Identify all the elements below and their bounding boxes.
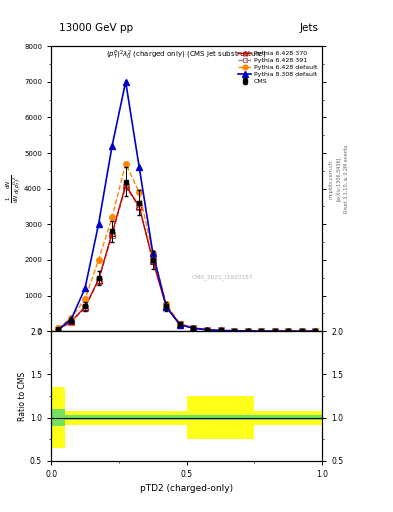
Pythia 6.428 370: [299, 328, 304, 334]
Pythia 6.428 370: [151, 258, 155, 264]
Line: Pythia 6.428 default: Pythia 6.428 default: [55, 161, 318, 334]
Pythia 6.428 391: [123, 184, 128, 190]
Y-axis label: $\frac{1}{\mathrm{d}N}\,\frac{\mathrm{d}N}{\mathrm{d}(p_T^D)^2}$: $\frac{1}{\mathrm{d}N}\,\frac{\mathrm{d}…: [4, 175, 23, 203]
Pythia 8.308 default: [259, 328, 264, 334]
Pythia 6.428 391: [164, 303, 169, 309]
Pythia 8.308 default: [123, 79, 128, 85]
Pythia 6.428 default: [313, 328, 318, 334]
Legend: Pythia 6.428 370, Pythia 6.428 391, Pythia 6.428 default, Pythia 8.308 default, : Pythia 6.428 370, Pythia 6.428 391, Pyth…: [236, 49, 319, 86]
Pythia 6.428 391: [55, 327, 60, 333]
Pythia 6.428 370: [69, 318, 74, 324]
Pythia 6.428 370: [178, 322, 182, 328]
Pythia 6.428 391: [178, 321, 182, 327]
Line: Pythia 6.428 370: Pythia 6.428 370: [55, 182, 318, 334]
Pythia 6.428 default: [178, 321, 182, 327]
Pythia 6.428 391: [272, 328, 277, 334]
Pythia 6.428 391: [191, 325, 196, 331]
Pythia 6.428 default: [164, 301, 169, 307]
Pythia 6.428 391: [69, 318, 74, 325]
Pythia 8.308 default: [313, 328, 318, 334]
Pythia 6.428 370: [272, 328, 277, 334]
Pythia 6.428 default: [55, 325, 60, 331]
Pythia 8.308 default: [151, 250, 155, 256]
Pythia 6.428 391: [205, 327, 209, 333]
Pythia 6.428 391: [110, 232, 114, 238]
Pythia 6.428 default: [259, 328, 264, 334]
Pythia 6.428 391: [245, 328, 250, 334]
Pythia 6.428 default: [83, 296, 87, 302]
Pythia 8.308 default: [83, 285, 87, 291]
Pythia 6.428 391: [151, 257, 155, 263]
Pythia 6.428 391: [299, 328, 304, 334]
Pythia 6.428 370: [286, 328, 291, 334]
Pythia 8.308 default: [272, 328, 277, 334]
Pythia 6.428 370: [218, 327, 223, 333]
Pythia 6.428 default: [110, 214, 114, 220]
Line: Pythia 6.428 391: Pythia 6.428 391: [55, 184, 318, 334]
Pythia 6.428 391: [313, 328, 318, 334]
Pythia 6.428 370: [55, 327, 60, 333]
Text: [arXiv:1306.3436]: [arXiv:1306.3436]: [336, 157, 341, 201]
Pythia 6.428 370: [205, 327, 209, 333]
Pythia 6.428 default: [137, 189, 141, 195]
Pythia 8.308 default: [299, 328, 304, 334]
Pythia 6.428 370: [191, 325, 196, 331]
Pythia 6.428 370: [259, 328, 264, 334]
Pythia 6.428 default: [299, 328, 304, 334]
Pythia 6.428 370: [137, 203, 141, 209]
Text: CMS_2021_I1920187: CMS_2021_I1920187: [192, 274, 254, 280]
Pythia 8.308 default: [110, 143, 114, 149]
Pythia 8.308 default: [205, 327, 209, 333]
Y-axis label: Ratio to CMS: Ratio to CMS: [18, 371, 27, 420]
Text: mcplots.cern.ch: mcplots.cern.ch: [328, 160, 333, 199]
Pythia 6.428 391: [96, 278, 101, 284]
Pythia 8.308 default: [164, 304, 169, 310]
Pythia 8.308 default: [55, 327, 60, 333]
Pythia 6.428 391: [232, 328, 237, 334]
Pythia 6.428 370: [232, 328, 237, 334]
Pythia 6.428 default: [69, 314, 74, 321]
Pythia 6.428 default: [205, 327, 209, 333]
Pythia 6.428 391: [259, 328, 264, 334]
Line: Pythia 8.308 default: Pythia 8.308 default: [55, 79, 319, 334]
Pythia 6.428 370: [83, 304, 87, 310]
Pythia 8.308 default: [96, 221, 101, 227]
X-axis label: pTD2 (charged-only): pTD2 (charged-only): [140, 484, 233, 494]
Pythia 6.428 default: [245, 328, 250, 334]
Pythia 6.428 370: [164, 304, 169, 310]
Pythia 6.428 370: [110, 230, 114, 236]
Pythia 6.428 default: [191, 325, 196, 331]
Pythia 6.428 370: [123, 182, 128, 188]
Text: Rivet 3.1.10, ≥ 3.2M events: Rivet 3.1.10, ≥ 3.2M events: [344, 145, 349, 214]
Pythia 6.428 391: [83, 305, 87, 311]
Pythia 6.428 default: [218, 327, 223, 333]
Pythia 8.308 default: [137, 164, 141, 170]
Pythia 6.428 default: [96, 257, 101, 263]
Pythia 6.428 default: [123, 161, 128, 167]
Pythia 8.308 default: [245, 328, 250, 334]
Pythia 8.308 default: [232, 328, 237, 334]
Pythia 8.308 default: [218, 327, 223, 333]
Pythia 6.428 391: [218, 327, 223, 333]
Pythia 8.308 default: [69, 316, 74, 322]
Pythia 6.428 391: [286, 328, 291, 334]
Pythia 6.428 default: [232, 328, 237, 334]
Pythia 6.428 default: [272, 328, 277, 334]
Pythia 8.308 default: [286, 328, 291, 334]
Text: 13000 GeV pp: 13000 GeV pp: [59, 23, 133, 33]
Pythia 6.428 370: [96, 276, 101, 283]
Text: $(p_T^P)^2\lambda_0^2$ (charged only) (CMS jet substructure): $(p_T^P)^2\lambda_0^2$ (charged only) (C…: [107, 49, 267, 62]
Text: Jets: Jets: [299, 23, 318, 33]
Pythia 6.428 default: [151, 250, 155, 256]
Pythia 8.308 default: [178, 322, 182, 328]
Pythia 6.428 391: [137, 204, 141, 210]
Pythia 8.308 default: [191, 325, 196, 331]
Pythia 6.428 default: [286, 328, 291, 334]
Pythia 6.428 370: [313, 328, 318, 334]
Pythia 6.428 370: [245, 328, 250, 334]
